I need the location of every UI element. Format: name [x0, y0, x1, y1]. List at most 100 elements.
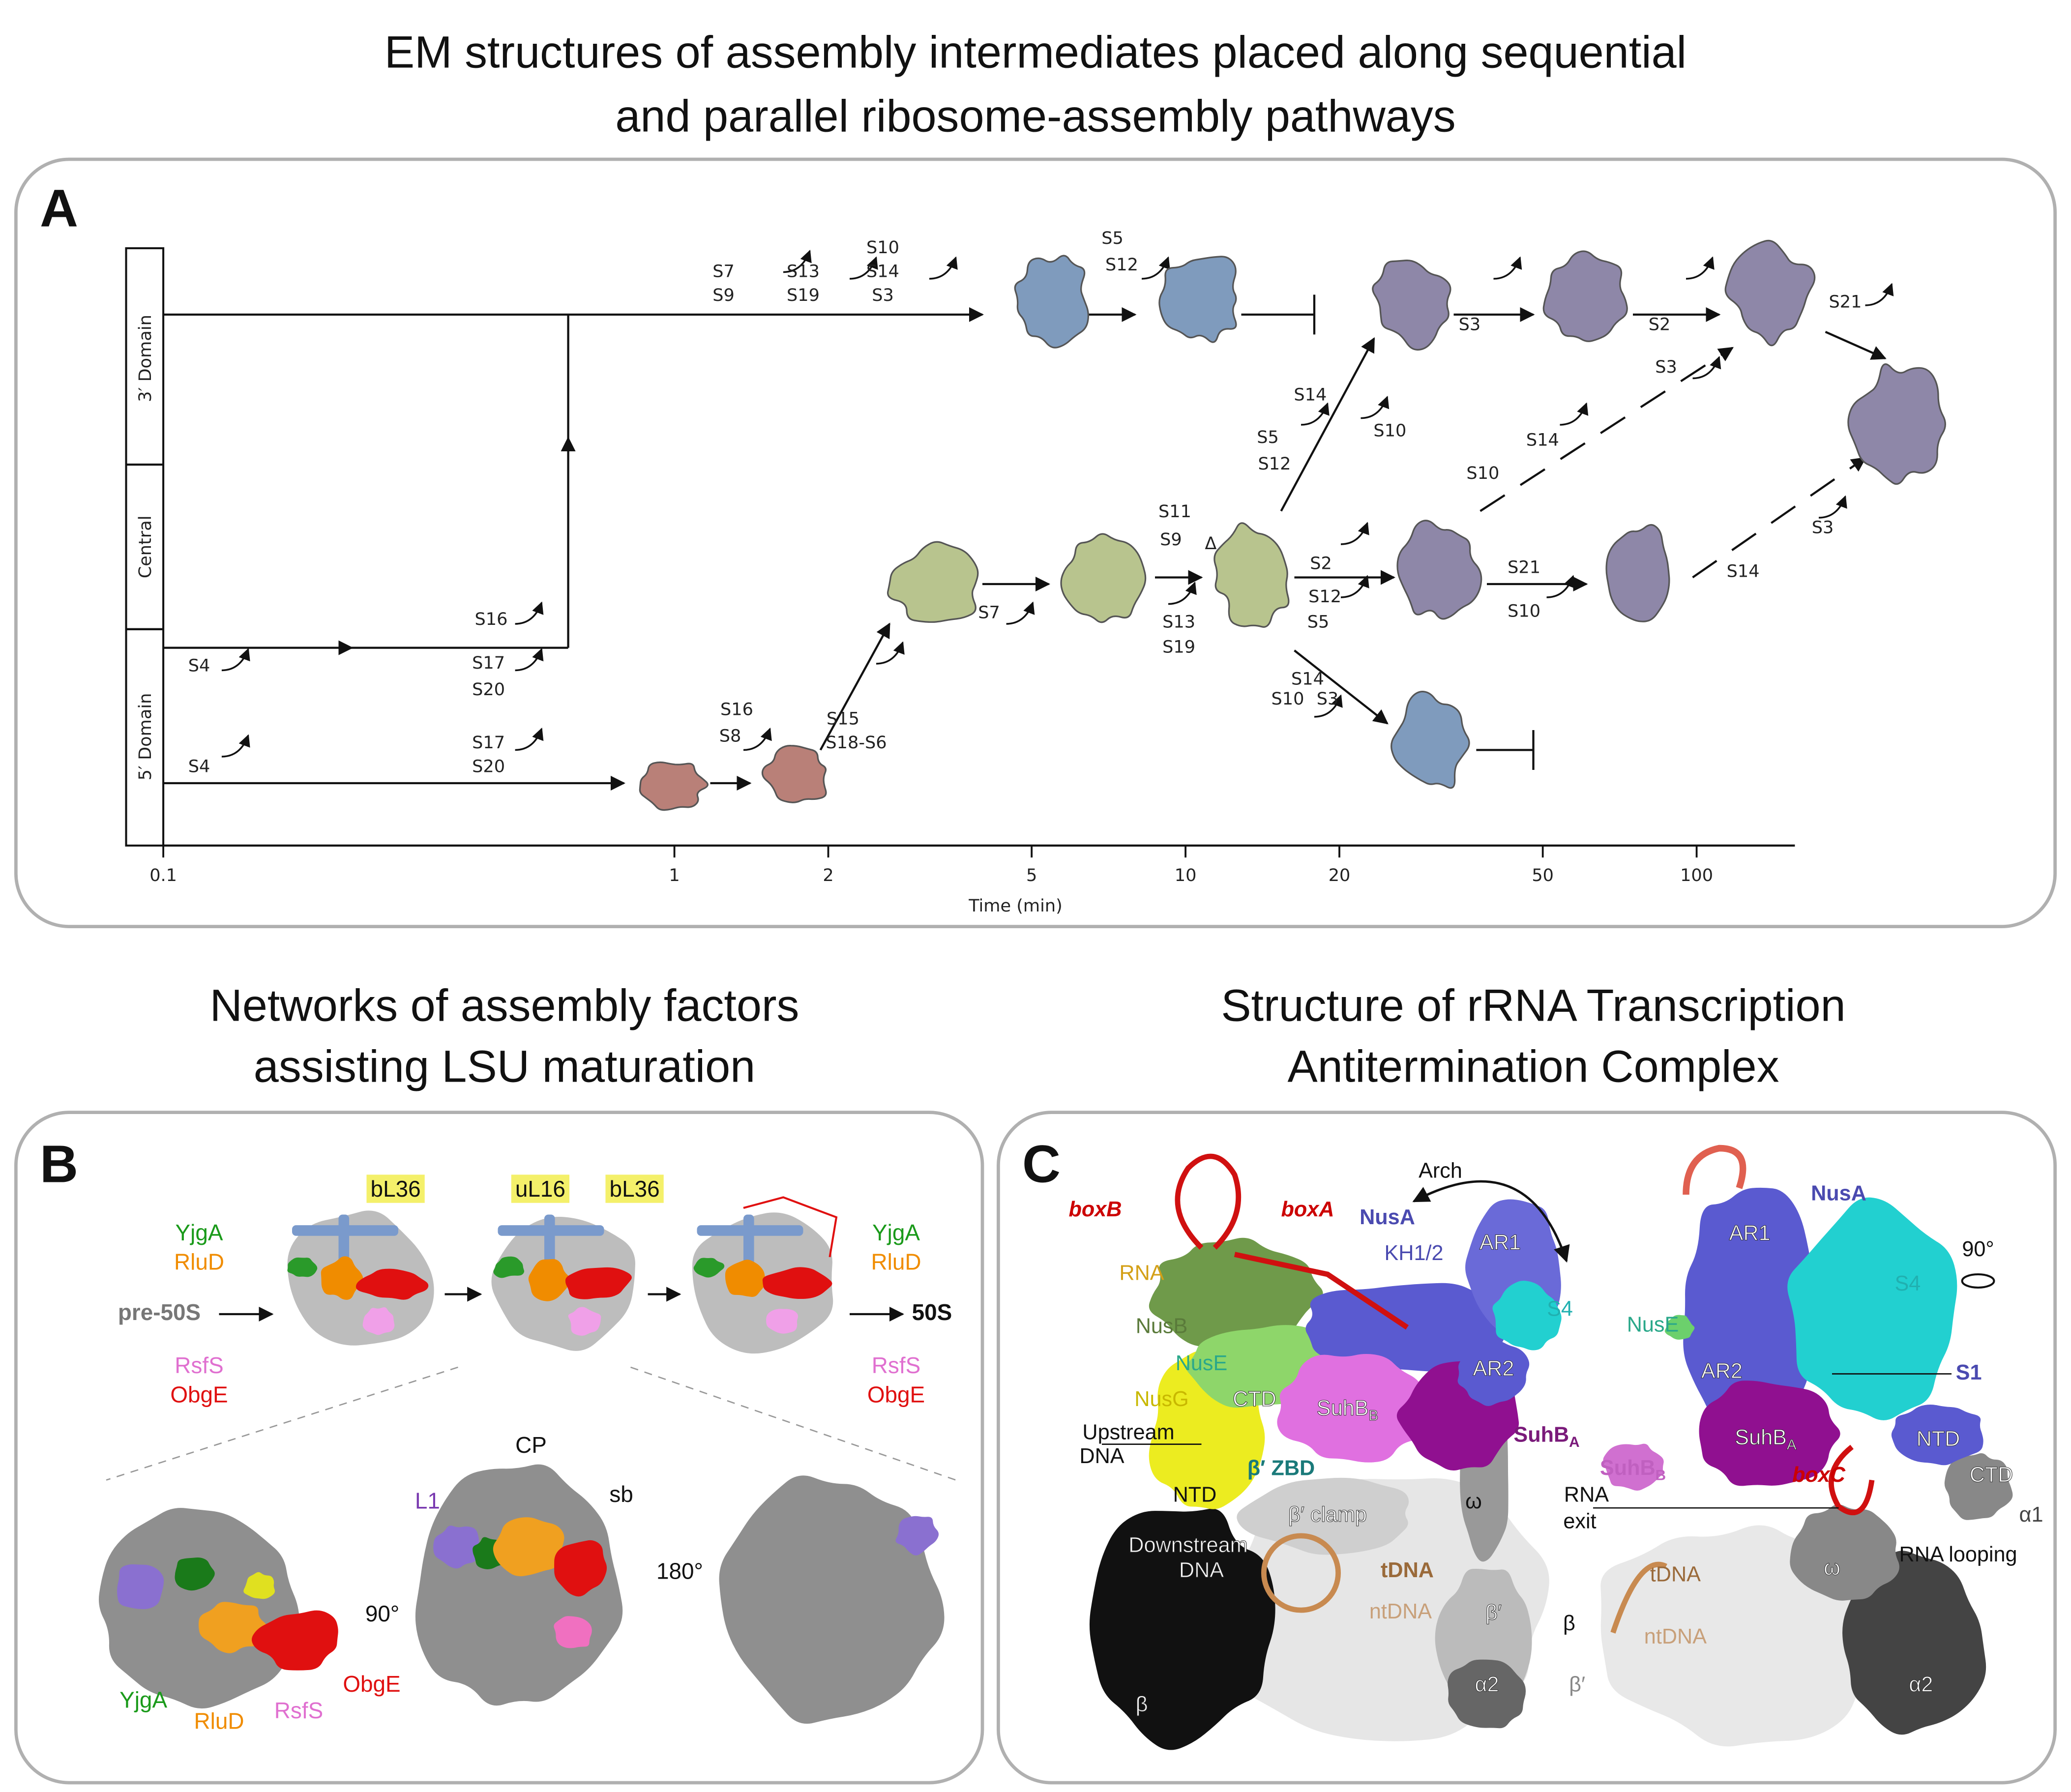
- dna-helix: [1610, 1561, 1667, 1634]
- em-structure: [1014, 255, 1089, 349]
- curved-arrow: [1818, 495, 1847, 519]
- factor-label: RsfS: [274, 1698, 323, 1723]
- tick-label: 1: [669, 865, 680, 885]
- subunit-label: ω: [1465, 1490, 1482, 1513]
- protein-label: S13: [787, 262, 820, 282]
- label-subscript: A: [1569, 1434, 1579, 1450]
- curved-arrow: [1865, 283, 1894, 306]
- protein-label: S3: [872, 285, 894, 305]
- label-highlight: [366, 1175, 425, 1203]
- arrow: [1692, 457, 1866, 579]
- curved-arrow: [515, 601, 544, 625]
- protein-surface: [1787, 1197, 1957, 1420]
- subunit-label: boxC: [1792, 1463, 1846, 1487]
- arch-arrow: [1412, 1180, 1570, 1263]
- protein-label: S14: [1727, 561, 1760, 582]
- protein-label: S18-S6: [826, 733, 887, 753]
- factor: [895, 1516, 939, 1556]
- protein-surface: [1944, 1453, 2013, 1520]
- curved-arrow: [1340, 575, 1369, 598]
- protein-label: S17: [472, 733, 505, 753]
- subunit-label: SuhBB: [1317, 1397, 1378, 1424]
- factor-label: 180°: [656, 1558, 703, 1584]
- subunit-label: NusB: [1136, 1314, 1188, 1338]
- protein-label: S5: [1257, 427, 1279, 447]
- em-structure: [1372, 259, 1451, 351]
- curved-arrow: [783, 249, 812, 273]
- protein-label: S2: [1310, 554, 1332, 574]
- curved-arrow: [1560, 402, 1589, 426]
- factor-label: bL36: [371, 1176, 421, 1202]
- factor-label: RluD: [194, 1708, 244, 1734]
- tick-label: 0.1: [149, 865, 177, 885]
- protein-label: S5: [1101, 228, 1124, 248]
- protein-surface: [1237, 1477, 1409, 1555]
- em-structure: [1847, 363, 1946, 485]
- panel-title: assisting LSU maturation: [254, 1041, 755, 1091]
- factor-label: L1: [415, 1488, 440, 1514]
- em-structure: [1605, 524, 1670, 622]
- protein-surface: [1891, 1405, 1983, 1466]
- curved-arrow: [849, 256, 878, 280]
- figure-title: and parallel ribosome-assembly pathways: [615, 91, 1455, 141]
- lsu-surface: [98, 1508, 299, 1709]
- protein-label: Δ: [1205, 533, 1216, 554]
- subunit-label: SuhBA: [1735, 1426, 1797, 1453]
- factor-label: CP: [515, 1432, 547, 1458]
- factor: [198, 1602, 267, 1653]
- structures: [98, 239, 2013, 1750]
- subunit-label: α2: [1475, 1673, 1499, 1696]
- label-highlight: [511, 1175, 570, 1203]
- subunit-label: β′: [1569, 1673, 1585, 1696]
- curved-arrow: [1340, 522, 1369, 545]
- em-structure: [1213, 522, 1290, 628]
- factor-label: RluD: [871, 1249, 921, 1275]
- subunit-label: β: [1136, 1693, 1148, 1716]
- protein-label: S3: [1655, 357, 1677, 377]
- yjga: [493, 1256, 525, 1278]
- protein-label: S15: [827, 708, 859, 729]
- rsfs: [568, 1307, 601, 1336]
- subunit-label: KH1/2: [1384, 1241, 1443, 1265]
- subunit-label: NusE: [1176, 1351, 1228, 1375]
- label-subscript: B: [1656, 1467, 1666, 1483]
- protein-label: S4: [188, 757, 210, 777]
- obge: [762, 1267, 832, 1299]
- curved-arrow: [1314, 694, 1343, 718]
- protein-label: S4: [188, 655, 210, 676]
- obge: [565, 1267, 632, 1299]
- subunit-label: NusE: [1627, 1313, 1679, 1337]
- subunit-label: tDNA: [1650, 1562, 1701, 1586]
- lsu-surface: [719, 1475, 945, 1724]
- subunit-label: β′ clamp: [1288, 1503, 1367, 1527]
- protein-label: S7: [712, 262, 735, 282]
- domain-label: 3′ Domain: [135, 315, 155, 402]
- factor: [175, 1557, 215, 1591]
- factor: [433, 1526, 479, 1569]
- tick-label: 20: [1329, 865, 1351, 885]
- domain-label: 5′ Domain: [135, 693, 155, 781]
- subunit-label: NusA: [1360, 1205, 1415, 1229]
- panel-title: Structure of rRNA Transcription: [1221, 980, 1845, 1030]
- factor-label: RsfS: [872, 1352, 920, 1378]
- rod: [544, 1214, 555, 1268]
- subunit-label: 90°: [1962, 1237, 1994, 1261]
- factor-label: ObgE: [343, 1671, 400, 1697]
- arrow: [819, 622, 890, 751]
- protein-label: S9: [1160, 529, 1182, 550]
- factor-label: RluD: [174, 1249, 224, 1275]
- curved-arrow: [1006, 601, 1035, 625]
- em-structure: [1542, 250, 1628, 342]
- protein-label: S5: [1307, 612, 1330, 632]
- panel-label: C: [1022, 1134, 1061, 1194]
- em-structure: [1158, 256, 1237, 343]
- subunit-label: NTD: [1173, 1483, 1217, 1506]
- label-text: SuhB: [1317, 1397, 1369, 1420]
- yjga: [693, 1258, 725, 1278]
- subunit-label: DNA: [1079, 1444, 1124, 1468]
- curved-arrow: [876, 641, 905, 665]
- protein-label: S10: [866, 237, 899, 258]
- label-text: SuhB: [1735, 1426, 1787, 1449]
- subunit-label: β′: [1485, 1601, 1502, 1625]
